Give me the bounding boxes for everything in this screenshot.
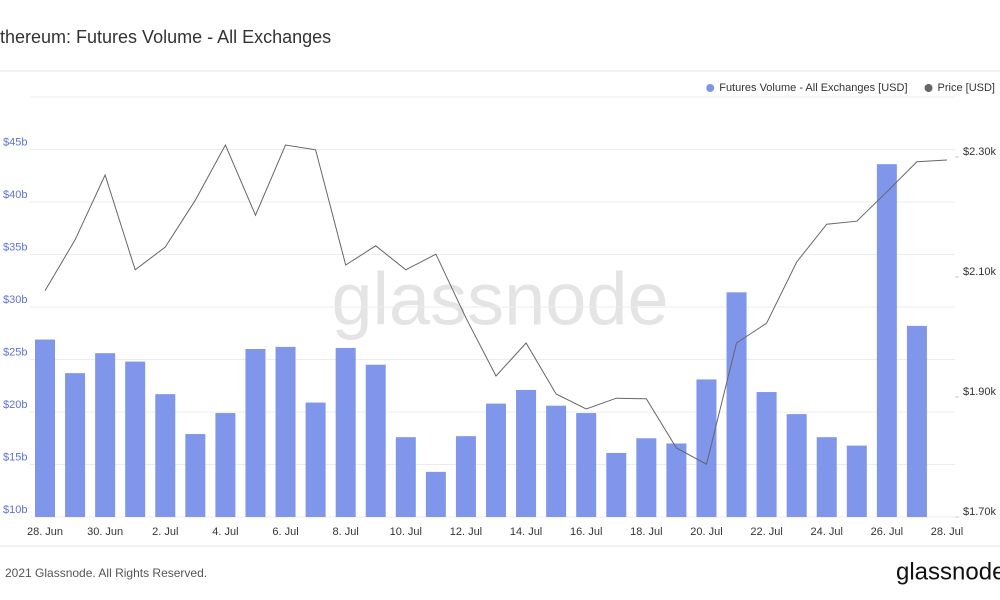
y-tick-label: $15b xyxy=(3,451,27,463)
y2-tick-label: $2.10k xyxy=(963,266,997,278)
y2-tick-label: $2.30k xyxy=(963,146,997,158)
bar xyxy=(546,405,567,517)
bar xyxy=(95,353,116,517)
bar xyxy=(516,389,537,517)
x-tick-label: 22. Jul xyxy=(750,526,782,538)
bar xyxy=(756,392,777,517)
x-tick-label: 6. Jul xyxy=(272,526,298,538)
x-tick-label: 14. Jul xyxy=(510,526,542,538)
bar xyxy=(786,414,807,517)
bar xyxy=(906,325,927,517)
bar xyxy=(245,349,266,517)
bar xyxy=(275,346,296,517)
y2-tick-label: $1.70k xyxy=(963,506,997,518)
x-tick-label: 28. Jun xyxy=(27,526,63,538)
x-tick-label: 30. Jun xyxy=(87,526,123,538)
x-tick-label: 10. Jul xyxy=(390,526,422,538)
bar xyxy=(876,164,897,517)
y-tick-label: $40b xyxy=(3,189,27,201)
chart-title: thereum: Futures Volume - All Exchanges xyxy=(0,27,331,47)
bar xyxy=(395,437,416,517)
x-tick-label: 28. Jul xyxy=(931,526,963,538)
x-tick-label: 18. Jul xyxy=(630,526,662,538)
y-tick-label: $20b xyxy=(3,399,27,411)
bar xyxy=(125,361,146,517)
bar xyxy=(846,445,867,517)
bar xyxy=(185,434,206,517)
bar xyxy=(335,347,356,517)
y2-tick-label: $1.90k xyxy=(963,386,997,398)
bar xyxy=(65,373,86,517)
x-tick-label: 20. Jul xyxy=(690,526,722,538)
x-tick-label: 16. Jul xyxy=(570,526,602,538)
bar xyxy=(425,471,446,517)
bar xyxy=(816,437,837,517)
footer: 2021 Glassnode. All Rights Reserved. xyxy=(5,566,207,580)
legend-swatch xyxy=(706,84,715,92)
watermark: glassnode xyxy=(331,258,668,341)
bar xyxy=(666,443,687,517)
y-tick-label: $25b xyxy=(3,346,27,358)
x-tick-label: 4. Jul xyxy=(212,526,238,538)
x-tick-label: 26. Jul xyxy=(871,526,903,538)
y-tick-label: $30b xyxy=(3,294,27,306)
bar xyxy=(696,379,717,517)
bar xyxy=(606,452,627,517)
bar xyxy=(636,438,657,517)
bar xyxy=(576,413,597,517)
bar xyxy=(486,403,506,517)
bar xyxy=(365,364,386,517)
legend-label: Price [USD] xyxy=(938,82,995,94)
bar xyxy=(215,413,236,517)
bar xyxy=(155,394,176,517)
y-tick-label: $45b xyxy=(3,136,27,148)
price-line xyxy=(44,143,948,465)
logo: glassnode xyxy=(896,558,1000,585)
legend-swatch xyxy=(924,84,933,92)
bar xyxy=(35,339,55,517)
x-tick-label: 8. Jul xyxy=(333,526,359,538)
y-tick-label: $10b xyxy=(3,504,27,516)
x-tick-label: 2. Jul xyxy=(152,526,178,538)
bar xyxy=(305,402,326,517)
bar xyxy=(726,292,747,517)
legend-label: Futures Volume - All Exchanges [USD] xyxy=(719,82,907,94)
x-tick-label: 12. Jul xyxy=(450,526,482,538)
bar xyxy=(455,436,476,517)
y-tick-label: $35b xyxy=(3,241,27,253)
x-tick-label: 24. Jul xyxy=(811,526,843,538)
